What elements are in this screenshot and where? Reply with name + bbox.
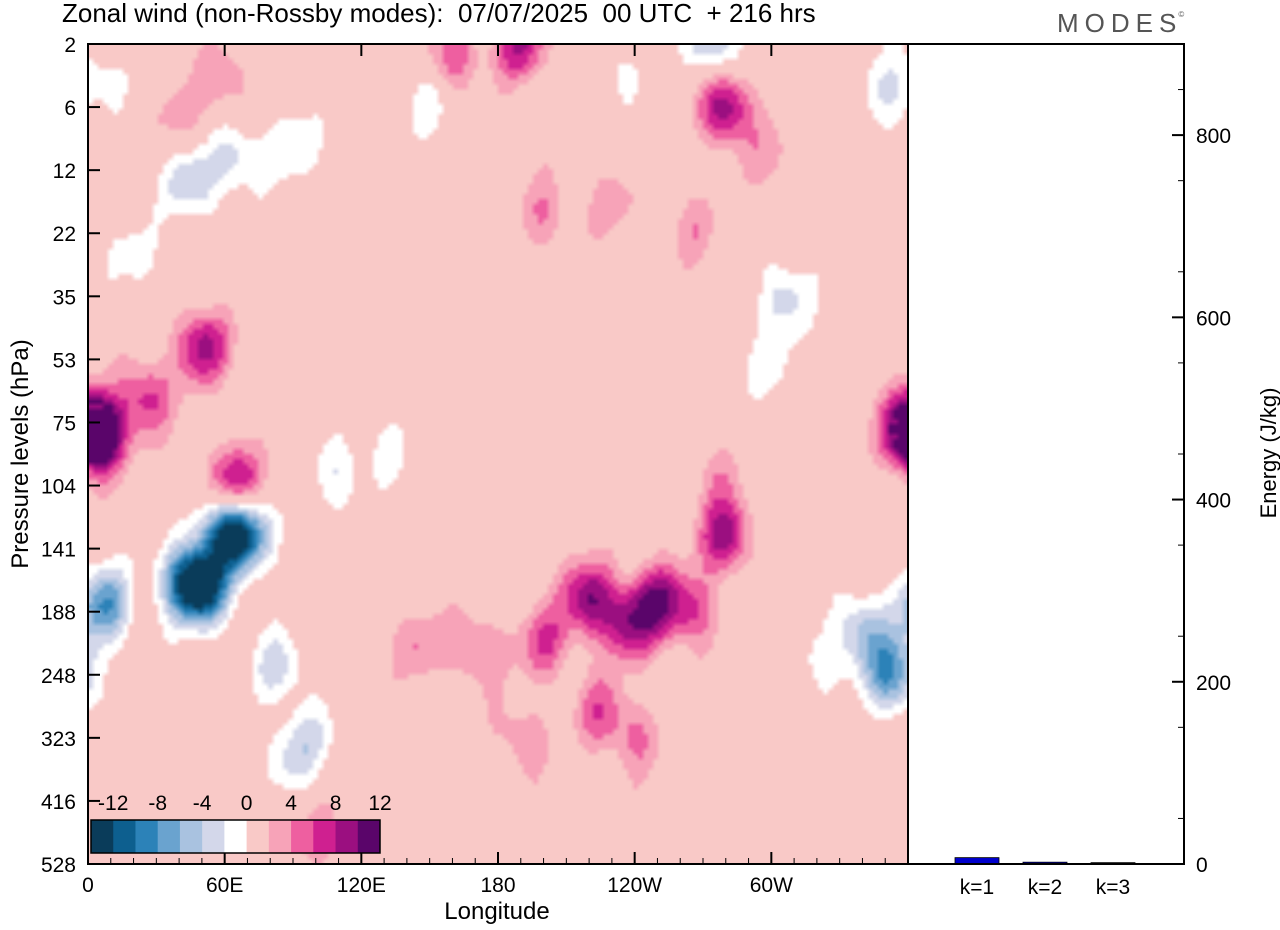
colorbar-swatch <box>268 820 292 853</box>
x-tick-label: 120W <box>607 874 662 897</box>
colorbar-label: 12 <box>368 792 391 815</box>
y-tick-label: 53 <box>53 349 76 372</box>
y-tick-label: 104 <box>41 476 76 499</box>
y-tick-label: 22 <box>53 223 76 246</box>
energy-category-label: k=1 <box>960 876 994 899</box>
energy-plot-frame <box>907 43 1185 865</box>
colorbar-frame <box>90 819 381 854</box>
y-tick-label: 416 <box>41 791 76 814</box>
y-axis-label: Pressure levels (hPa) <box>7 339 34 569</box>
colorbar-swatch <box>202 820 225 853</box>
colorbar-label: 0 <box>241 792 253 815</box>
colorbar-label: -12 <box>98 792 128 815</box>
energy-tick-label: 400 <box>1196 490 1231 513</box>
y-tick-label: 188 <box>41 602 76 625</box>
wind-contour-image <box>88 44 908 864</box>
energy-category-label: k=2 <box>1028 876 1062 899</box>
energy-axis-label: Energy (J/kg) <box>1256 387 1280 519</box>
energy-tick-label: 600 <box>1196 307 1231 330</box>
colorbar-label: -4 <box>193 792 212 815</box>
colorbar-swatch <box>357 820 381 853</box>
x-axis-label: Longitude <box>444 898 550 925</box>
brand-logo: MODES© <box>1057 8 1185 38</box>
colorbar: -12 -8 -4 0 4 8 12 <box>90 792 392 854</box>
y-tick-label: 2 <box>64 34 76 57</box>
energy-category-label: k=3 <box>1096 876 1130 899</box>
colorbar-swatch <box>91 820 114 853</box>
colorbar-label: 4 <box>285 792 297 815</box>
colorbar-swatch <box>246 820 270 853</box>
energy-tick-label: 800 <box>1196 125 1231 148</box>
colorbar-swatch <box>179 820 203 853</box>
x-tick-label: 180 <box>480 874 515 897</box>
y-tick-label: 141 <box>41 539 76 562</box>
y-tick-label: 35 <box>53 286 76 309</box>
x-tick-label: 60W <box>750 874 793 897</box>
colorbar-swatch <box>224 820 248 853</box>
x-tick-label: 0 <box>82 874 94 897</box>
colorbar-swatch <box>335 820 359 853</box>
colorbar-label: -8 <box>148 792 167 815</box>
wind-contour-field <box>88 44 908 864</box>
y-tick-label: 75 <box>53 412 76 435</box>
energy-tick-label: 0 <box>1196 854 1208 877</box>
energy-bar-chart: 0 200 400 600 800 k=1 k=2 k=3 <box>954 89 1231 899</box>
y-tick-label: 323 <box>41 728 76 751</box>
chart-title: Zonal wind (non-Rossby modes): 07/07/202… <box>62 0 816 28</box>
colorbar-swatch <box>113 820 136 853</box>
y-tick-label: 6 <box>64 97 76 120</box>
colorbar-swatch <box>291 820 314 853</box>
colorbar-swatch <box>313 820 336 853</box>
y-tick-label: 248 <box>41 665 76 688</box>
colorbar-swatch <box>157 820 181 853</box>
x-tick-label: 120E <box>337 874 386 897</box>
y-tick-label: 528 <box>41 854 76 877</box>
y-tick-label: 12 <box>53 160 76 183</box>
colorbar-label: 8 <box>330 792 342 815</box>
colorbar-swatch <box>135 820 159 853</box>
energy-tick-label: 200 <box>1196 672 1231 695</box>
x-tick-label: 60E <box>206 874 243 897</box>
